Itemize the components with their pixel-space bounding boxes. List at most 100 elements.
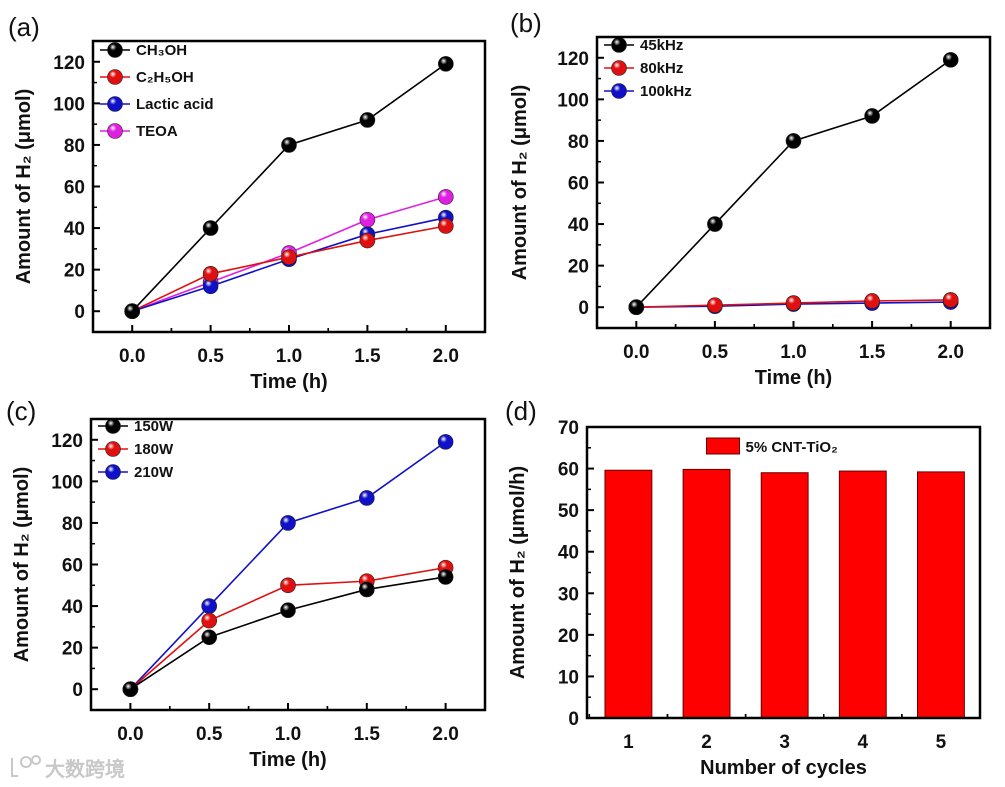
series-line [131,225,446,312]
data-point [280,577,296,594]
series-line [129,441,447,690]
data-point [202,265,219,282]
y-tick-label: 20 [62,639,83,660]
x-tick-label: 2.0 [937,342,963,363]
y-tick-label: 0 [72,680,83,701]
y-tick-label: 0 [578,298,589,319]
y-tick-label: 100 [51,472,83,493]
data-point [358,581,375,598]
legend-label: 150W [134,418,174,435]
x-axis-title: Time (h) [249,749,326,771]
y-tick-label: 40 [62,597,83,618]
series-line [129,576,446,690]
bar [604,469,653,719]
panel-c: (c) 0 20 40 60 80 100 120 0.0 0.5 1.0 1.5 2.0 Time (h… [6,396,487,771]
y-tick-label: 100 [53,94,85,115]
panel-label: (c) [6,396,36,426]
y-tick-label: 80 [62,514,83,535]
y-tick-label: 0 [568,709,579,730]
data-point [359,232,376,249]
data-point [437,434,454,450]
legend-marker [611,37,627,53]
x-tick-label: 2.0 [433,346,459,367]
plot-frame [91,39,487,334]
data-point [864,108,880,124]
y-axis-title: Amount of H₂ (μmol/h) [507,466,529,679]
legend-marker [107,123,123,139]
x-tick-label: 0.0 [623,342,649,363]
data-point [437,189,454,205]
y-tick-label: 30 [558,584,579,605]
x-tick-label: 3 [779,732,790,753]
y-tick-label: 100 [557,90,589,111]
data-point [437,569,454,585]
data-point [942,52,959,68]
data-point [359,112,376,128]
x-tick-label: 4 [858,732,869,753]
y-tick-label: 60 [558,460,579,481]
legend-label: 210W [134,464,174,481]
x-axis-title: Time (h) [250,371,327,393]
legend-marker [107,42,123,58]
plot-frame [595,35,992,330]
y-tick-label: 120 [53,53,85,74]
bar [760,472,809,719]
y-tick-label: 20 [64,261,85,282]
y-axis-title: Amount of H₂ (μmol) [11,467,33,663]
data-point [785,133,802,149]
legend-label: 80kHz [640,60,683,77]
data-point [122,681,139,698]
x-tick-label: 0.5 [196,724,223,745]
y-axis-title: Amount of H₂ (μmol) [509,85,531,281]
data-point [202,220,219,236]
y-tick-label: 10 [558,667,579,688]
legend-label: 100kHz [640,83,692,100]
x-tick-label: 0.0 [119,346,145,367]
legend-marker [611,60,627,76]
y-tick-label: 60 [62,556,83,577]
y-tick-label: 70 [558,418,579,439]
y-tick-label: 50 [558,501,579,522]
data-point [785,295,802,311]
legend-marker [107,96,123,112]
legend-label: 45kHz [640,37,683,54]
legend-label: Lactic acid [136,96,214,113]
y-tick-label: 0 [74,302,85,323]
data-point [707,216,723,232]
bar [838,470,887,719]
x-tick-label: 1.0 [275,724,301,745]
data-point [358,490,375,506]
x-tick-label: 0.0 [117,724,143,745]
plot-frame [89,417,487,712]
x-tick-label: 2.0 [432,724,458,745]
bar [682,468,731,719]
data-point [280,515,296,531]
plot-frame [585,425,982,720]
legend-marker [105,418,121,434]
data-point [628,299,645,316]
y-tick-label: 20 [568,257,589,278]
data-point [359,211,376,228]
legend-marker [107,69,123,85]
y-tick-label: 60 [568,174,589,195]
x-tick-label: 1 [623,732,634,753]
x-tick-label: 5 [936,732,947,753]
panel-label: (a) [8,12,40,42]
data-point [124,303,140,320]
legend-label: TEOA [136,123,178,140]
y-tick-label: 80 [568,132,589,153]
y-axis-title: Amount of H₂ (μmol) [13,89,35,285]
legend-label: CH₃OH [136,42,187,59]
data-point [707,297,723,313]
legend-label: 180W [134,441,174,458]
y-tick-label: 80 [64,136,85,157]
legend-marker [105,441,121,457]
y-tick-label: 40 [64,219,85,240]
x-axis-title: Number of cycles [700,757,867,779]
y-tick-label: 40 [558,543,579,564]
panel-a: (a) 0 20 40 60 80 100 120 0.0 0.5 1.0 1.5 2.0 Time (h… [8,12,487,393]
panel-label: (d) [505,396,537,426]
y-tick-label: 40 [568,215,589,236]
y-tick-label: 60 [64,178,85,199]
x-axis-title: Time (h) [755,367,832,389]
